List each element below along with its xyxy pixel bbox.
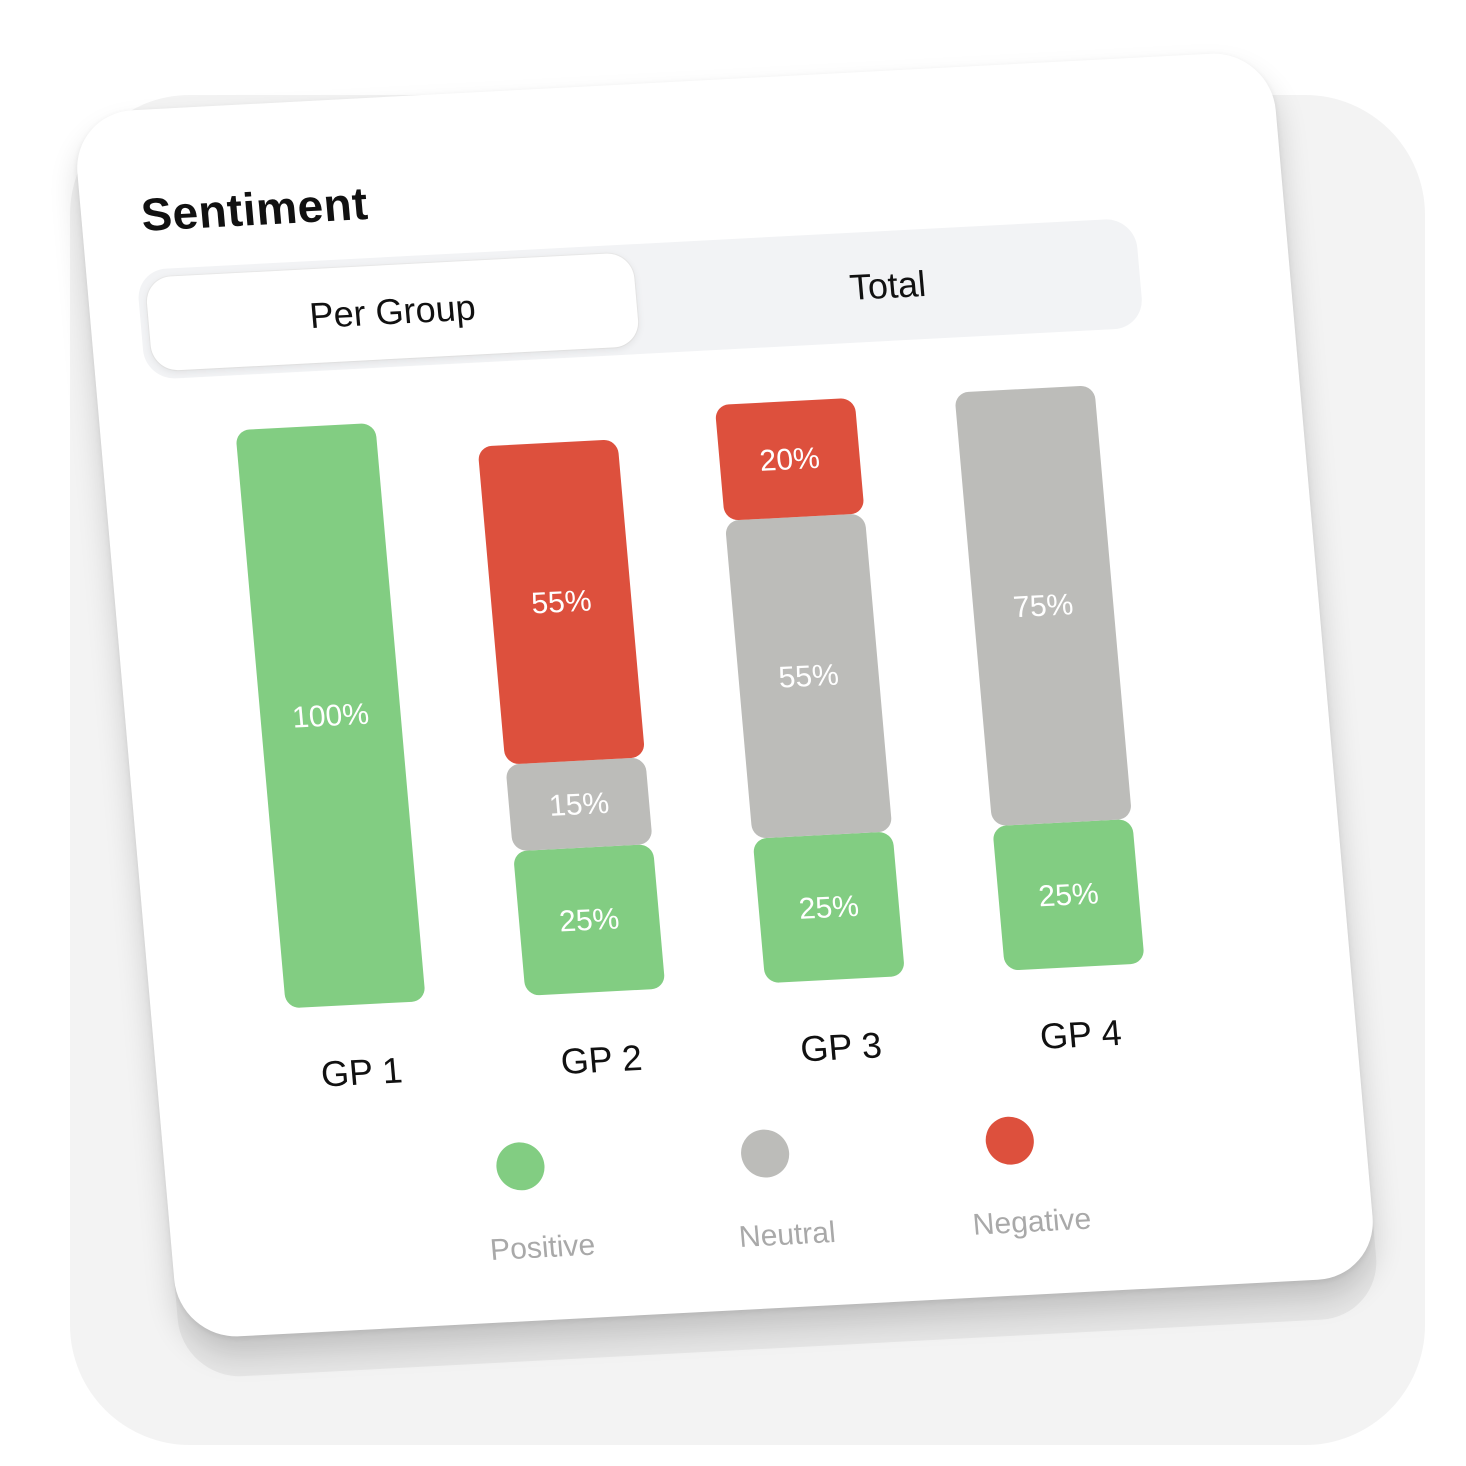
bar-gp4-neutral [955,385,1131,826]
data-label-gp3-neutral: 55% [777,659,840,695]
category-label-gp2: GP 2 [559,1037,644,1082]
legend-dot-positive [496,1142,545,1191]
bar-gp2-neutral [506,757,652,851]
bar-gp2-negative [478,439,645,764]
data-label-gp1-positive: 100% [291,698,370,735]
data-label-gp4-neutral: 75% [1012,588,1075,624]
legend-dot-negative [985,1116,1034,1165]
data-label-gp2-negative: 55% [530,584,593,620]
legend-label-neutral: Neutral [738,1216,837,1254]
bar-gp3-negative [715,398,864,521]
bar-gp4-positive [993,819,1144,971]
legend-dot-neutral [741,1129,790,1178]
sentiment-card-stage: Sentiment Per Group Total 100% GP 1 25% 15%… [72,50,1382,1380]
category-label-gp3: GP 3 [799,1024,884,1069]
bar-gp2-positive [514,844,665,996]
bar-gp3-positive [753,832,904,983]
bar-gp3-neutral [725,514,892,839]
data-label-gp3-negative: 20% [758,442,821,478]
data-label-gp4-positive: 25% [1037,877,1100,913]
bar-gp1-positive [236,423,425,1008]
legend-label-positive: Positive [489,1229,597,1267]
data-label-gp2-neutral: 15% [548,787,611,823]
sentiment-stacked-bar-chart: 100% GP 1 25% 15% 55% GP 2 25% 55% 20% GP 3 25% 75%… [236,385,1144,1267]
sentiment-card: Sentiment Per Group Total 100% GP 1 25% 15%… [72,50,1378,1340]
category-label-gp4: GP 4 [1038,1012,1123,1057]
legend-label-negative: Negative [971,1203,1092,1242]
data-label-gp2-positive: 25% [558,902,621,938]
category-label-gp1: GP 1 [319,1049,404,1094]
data-label-gp3-positive: 25% [797,890,860,926]
